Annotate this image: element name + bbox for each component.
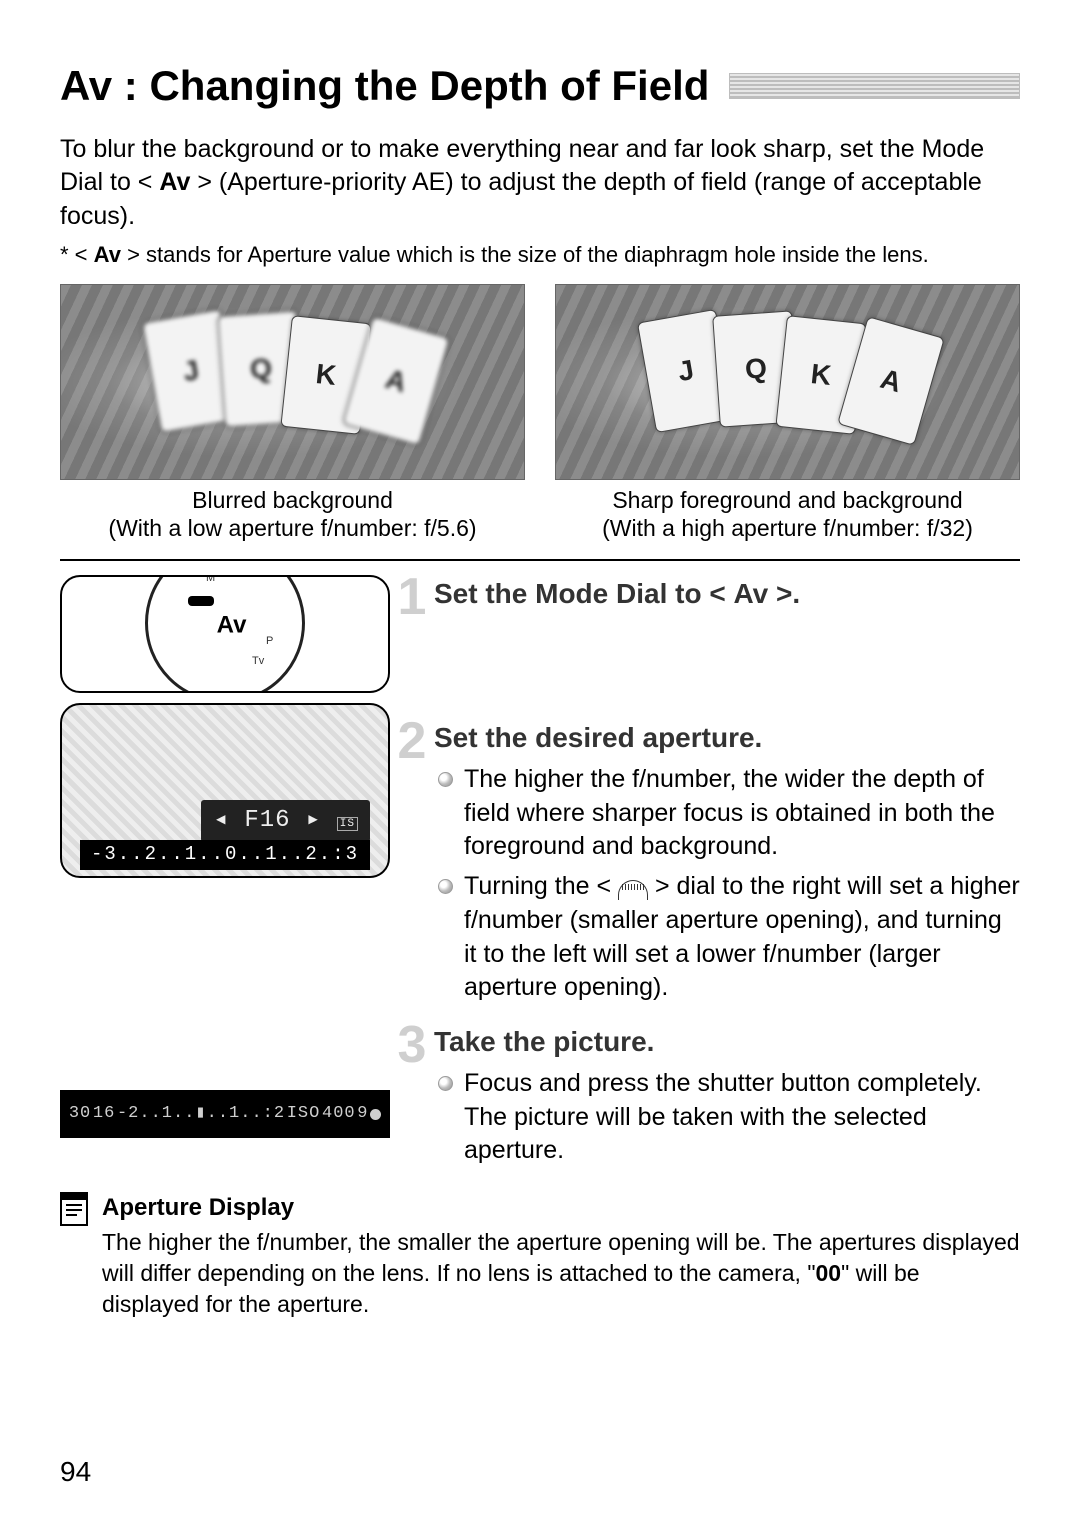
step-body: Take the picture. Focus and press the shu…: [434, 1023, 1020, 1174]
step-body: Set the Mode Dial to < Av >.: [434, 575, 1020, 623]
step-3: 3Take the picture.Focus and press the sh…: [390, 1023, 1020, 1174]
step-2: 2Set the desired aperture.The higher the…: [390, 719, 1020, 1011]
photo-sharp-bg: J Q K A: [555, 284, 1020, 480]
vf-scale: -2..1..▮..1..:2: [117, 1103, 285, 1126]
step-title: Set the Mode Dial to < Av >.: [434, 575, 1020, 613]
footnote: * < Av > stands for Aperture value which…: [60, 240, 1020, 270]
caption-left-2: (With a low aperture f/number: f/5.6): [60, 514, 525, 543]
caption-left-1: Blurred background: [60, 486, 525, 515]
title-decor-bar: [729, 73, 1020, 99]
step-bullet: The higher the f/number, the wider the d…: [434, 763, 1020, 864]
page-number: 94: [60, 1453, 91, 1491]
note-icon: [60, 1192, 88, 1226]
photo-blurred-bg: J Q K A: [60, 284, 525, 480]
step-bullet: Focus and press the shutter button compl…: [434, 1067, 1020, 1168]
left-figures-column: Av A-DEP M Tv P ◂ F16 ▸ IS -3..2..1..0..…: [60, 575, 390, 1174]
exposure-scale: -3..2..1..0..1..2.:3: [80, 840, 370, 870]
lcd-aperture: ◂ F16 ▸ IS: [201, 800, 370, 842]
note-title: Aperture Display: [102, 1192, 1020, 1224]
page-title-row: Av : Changing the Depth of Field: [60, 58, 1020, 115]
sample-images-row: J Q K A Blurred background (With a low a…: [60, 284, 1020, 544]
caption-right-2: (With a high aperture f/number: f/32): [555, 514, 1020, 543]
step-title: Take the picture.: [434, 1023, 1020, 1061]
vf-focus-dot-icon: [370, 1109, 381, 1120]
vf-aperture: 16: [93, 1103, 115, 1126]
main-dial-icon: [618, 880, 648, 900]
step-title: Set the desired aperture.: [434, 719, 1020, 757]
intro-paragraph: To blur the background or to make everyt…: [60, 133, 1020, 234]
step-number: 2: [390, 715, 434, 1011]
vf-shots: 9: [357, 1103, 368, 1126]
step-bullets: The higher the f/number, the wider the d…: [434, 763, 1020, 1005]
camera-body-figure: ◂ F16 ▸ IS -3..2..1..0..1..2.:3: [60, 703, 390, 878]
sample-image-right: J Q K A Sharp foreground and background …: [555, 284, 1020, 544]
step-1: 1Set the Mode Dial to < Av >.: [390, 575, 1020, 623]
aperture-display-note: Aperture Display The higher the f/number…: [60, 1192, 1020, 1320]
page-title: Av : Changing the Depth of Field: [60, 58, 709, 115]
step-number: 1: [390, 571, 434, 623]
separator-line: [60, 559, 1020, 561]
step-bullet: Turning the < > dial to the right will s…: [434, 870, 1020, 1005]
steps-column: 1Set the Mode Dial to < Av >. 2Set the de…: [390, 575, 1020, 1174]
caption-right-1: Sharp foreground and background: [555, 486, 1020, 515]
step-body: Set the desired aperture. The higher the …: [434, 719, 1020, 1011]
mode-dial-av-label: Av: [217, 610, 247, 642]
vf-iso-value: 400: [322, 1103, 356, 1126]
step-number: 3: [390, 1019, 434, 1174]
note-body: The higher the f/number, the smaller the…: [102, 1227, 1020, 1320]
mode-dial-figure: Av A-DEP M Tv P: [60, 575, 390, 693]
step-bullets: Focus and press the shutter button compl…: [434, 1067, 1020, 1168]
viewfinder-figure: 30 16 -2..1..▮..1..:2 ISO 400 9: [60, 1090, 390, 1138]
vf-iso-label: ISO: [287, 1103, 321, 1126]
vf-shutter: 30: [69, 1103, 91, 1126]
sample-image-left: J Q K A Blurred background (With a low a…: [60, 284, 525, 544]
